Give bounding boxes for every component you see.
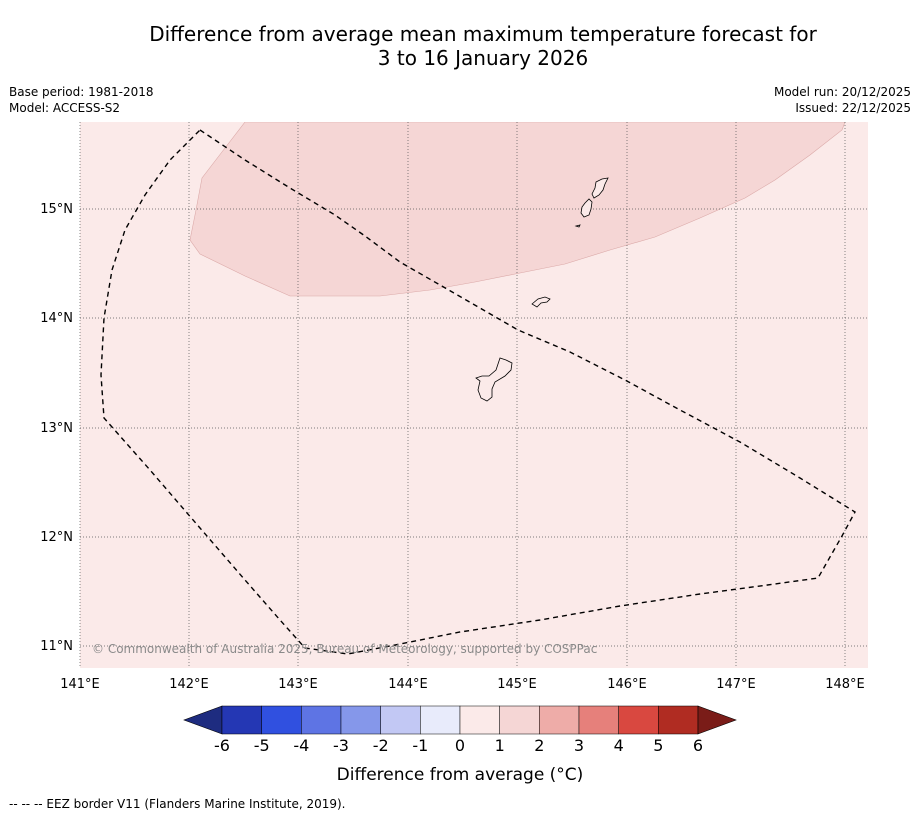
model-text: Model: ACCESS-S2 (9, 101, 121, 115)
colorbar-segment (459, 705, 500, 735)
gridlines (79, 122, 868, 668)
lat-tick-labels: 15°N 14°N 13°N 12°N 11°N (40, 202, 73, 654)
colorbar-segment (301, 705, 342, 735)
colorbar-tick-label: -6 (214, 736, 230, 755)
coastlines (475, 177, 609, 402)
guam-island (475, 357, 513, 402)
lon-tick-142: 142°E (169, 677, 209, 692)
rota-island (531, 296, 551, 308)
copyright-credit: © Commonwealth of Australia 2025, Bureau… (92, 642, 597, 656)
lon-tick-148: 148°E (825, 677, 865, 692)
colorbar-segment (340, 705, 381, 735)
colorbar-tick-label: 0 (455, 736, 465, 755)
lon-tick-144: 144°E (388, 677, 428, 692)
colorbar-title: Difference from average (°C) (337, 765, 584, 785)
colorbar-segments (183, 705, 737, 735)
colorbar-segment (499, 705, 540, 735)
colorbar-extend-low (183, 705, 223, 735)
colorbar-segment (658, 705, 699, 735)
colorbar-segment (420, 705, 461, 735)
colorbar-tick-label: -5 (254, 736, 270, 755)
lon-tick-147: 147°E (716, 677, 756, 692)
colorbar-tick-label: 3 (574, 736, 584, 755)
colorbar-segment (221, 705, 262, 735)
saipan-island (591, 177, 609, 199)
colorbar-segment (539, 705, 580, 735)
colorbar-tick-label: 6 (693, 736, 703, 755)
meta-left: Base period: 1981-2018 Model: ACCESS-S2 (9, 84, 154, 116)
model-run-text: Model run: 20/12/2025 (773, 85, 911, 99)
colorbar-tick-label: -1 (412, 736, 428, 755)
lon-tick-143: 143°E (278, 677, 318, 692)
eez-border (100, 129, 856, 655)
colorbar: -6 -5 -4 -3 -2 -1 0 1 2 3 4 5 6 Difference from aver… (183, 705, 737, 785)
colorbar-segment (380, 705, 421, 735)
colorbar-segment (618, 705, 659, 735)
colorbar-tick-label: 2 (534, 736, 544, 755)
anomaly-1-2-zone (189, 122, 846, 297)
map-panel: © Commonwealth of Australia 2025, Bureau… (79, 122, 868, 668)
colorbar-tick-label: -3 (333, 736, 349, 755)
lat-tick-14: 14°N (40, 311, 73, 326)
lat-tick-11: 11°N (40, 639, 73, 654)
lon-tick-146: 146°E (607, 677, 647, 692)
title-line-1: Difference from average mean maximum tem… (149, 22, 817, 46)
map-title: Difference from average mean maximum tem… (0, 22, 919, 70)
colorbar-segment (578, 705, 619, 735)
meta-right: Model run: 20/12/2025 Issued: 22/12/2025 (774, 84, 911, 116)
colorbar-labels: -6 -5 -4 -3 -2 -1 0 1 2 3 4 5 6 (214, 736, 703, 755)
lat-tick-15: 15°N (40, 202, 73, 217)
lat-tick-13: 13°N (40, 421, 73, 436)
colorbar-tick-label: 5 (653, 736, 663, 755)
colorbar-extend-high (697, 705, 737, 735)
colorbar-tick-label: 1 (495, 736, 505, 755)
base-period-text: Base period: 1981-2018 (9, 85, 154, 99)
tinian-island (580, 198, 593, 218)
lon-tick-labels: 141°E 142°E 143°E 144°E 145°E 146°E 147°… (60, 677, 865, 692)
colorbar-tick-label: 4 (614, 736, 624, 755)
aguijan-islet (574, 224, 581, 228)
lon-tick-145: 145°E (497, 677, 537, 692)
lon-tick-141: 141°E (60, 677, 100, 692)
issued-text: Issued: 22/12/2025 (795, 101, 911, 115)
colorbar-segment (261, 705, 302, 735)
eez-footnote: -- -- -- EEZ border V11 (Flanders Marine… (9, 797, 346, 811)
lat-tick-12: 12°N (40, 530, 73, 545)
colorbar-tick-label: -4 (293, 736, 309, 755)
colorbar-tick-label: -2 (373, 736, 389, 755)
title-line-2: 3 to 16 January 2026 (377, 46, 589, 70)
